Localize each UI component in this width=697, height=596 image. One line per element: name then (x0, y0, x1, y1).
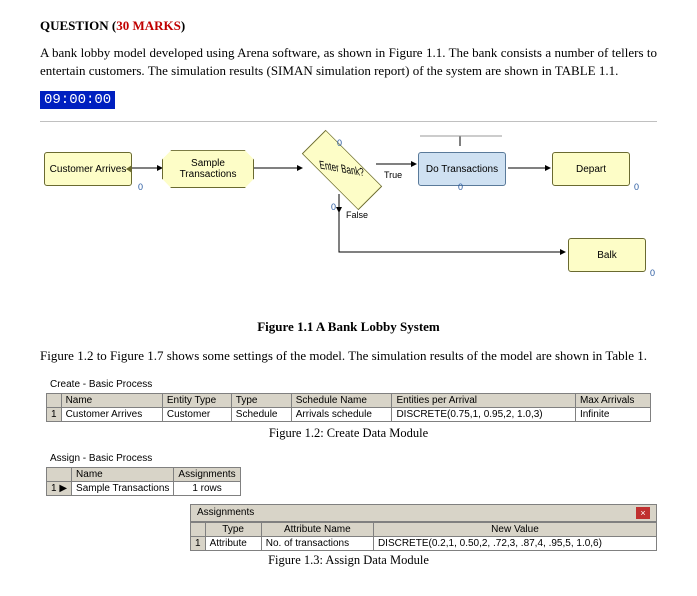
cell-entity-type: Customer (162, 407, 231, 421)
cell-max: Infinite (575, 407, 650, 421)
col-name: Name (72, 467, 174, 481)
node-sample-transactions: Sample Transactions (162, 150, 254, 188)
col-name: Name (61, 393, 162, 407)
cell-rownum: 1 (191, 536, 206, 550)
counter-n5: 0 (634, 182, 639, 192)
col-type: Type (231, 393, 291, 407)
create-module-title: Create - Basic Process (46, 377, 651, 392)
counter-n6: 0 (650, 268, 655, 278)
simulation-clock: 09:00:00 (40, 91, 115, 109)
flowchart-figure: Customer Arrives 0 Sample Transactions E… (40, 121, 657, 311)
counter-n4: 0 (458, 182, 463, 192)
dialog-titlebar: Assignments × (190, 504, 657, 522)
node-balk: Balk (568, 238, 646, 272)
figure-1-1-caption: Figure 1.1 A Bank Lobby System (40, 319, 657, 335)
table-header-row: Name Entity Type Type Schedule Name Enti… (47, 393, 651, 407)
assign-module: Assign - Basic Process Name Assignments … (46, 451, 651, 496)
table-row: 1 Customer Arrives Customer Schedule Arr… (47, 407, 651, 421)
intro-paragraph: A bank lobby model developed using Arena… (40, 44, 657, 79)
create-module: Create - Basic Process Name Entity Type … (46, 377, 651, 422)
col-schedule-name: Schedule Name (291, 393, 392, 407)
assignments-dialog: Assignments × Type Attribute Name New Va… (190, 504, 657, 551)
cell-name: Customer Arrives (61, 407, 162, 421)
cell-assignments[interactable]: 1 rows (174, 481, 240, 495)
close-icon[interactable]: × (636, 507, 650, 519)
figure-1-3-caption: Figure 1.3: Assign Data Module (40, 553, 657, 568)
table-header-row: Name Assignments (47, 467, 241, 481)
cell-type: Schedule (231, 407, 291, 421)
col-entities-per-arrival: Entities per Arrival (392, 393, 576, 407)
table-row: 1 ▶ Sample Transactions 1 rows (47, 481, 241, 495)
cell-newval: DISCRETE(0.2,1, 0.50,2, .72,3, .87,4, .9… (373, 536, 656, 550)
col-type: Type (205, 522, 261, 536)
heading-marks: 30 MARKS (116, 18, 181, 33)
table-header-row: Type Attribute Name New Value (191, 522, 657, 536)
col-blank (47, 467, 72, 481)
cell-type: Attribute (205, 536, 261, 550)
heading-suffix: ) (181, 18, 185, 33)
col-assignments: Assignments (174, 467, 240, 481)
cell-schedule: Arrivals schedule (291, 407, 392, 421)
col-max-arrivals: Max Arrivals (575, 393, 650, 407)
col-entity-type: Entity Type (162, 393, 231, 407)
counter-n1: 0 (138, 182, 143, 192)
label-true: True (384, 170, 402, 180)
cell-rownum: 1 ▶ (47, 481, 72, 495)
col-blank (47, 393, 62, 407)
question-heading: QUESTION (30 MARKS) (40, 18, 657, 34)
col-newval: New Value (373, 522, 656, 536)
dialog-title: Assignments (197, 507, 254, 518)
create-table: Name Entity Type Type Schedule Name Enti… (46, 393, 651, 422)
cell-rownum: 1 (47, 407, 62, 421)
between-paragraph: Figure 1.2 to Figure 1.7 shows some sett… (40, 347, 657, 365)
table-row: 1 Attribute No. of transactions DISCRETE… (191, 536, 657, 550)
assign-module-title: Assign - Basic Process (46, 451, 651, 466)
cell-entities: DISCRETE(0.75,1, 0.95,2, 1.0,3) (392, 407, 576, 421)
label-false: False (346, 210, 368, 220)
diamond-bottom-count: 0 (331, 202, 336, 212)
cell-name: Sample Transactions (72, 481, 174, 495)
assign-table: Name Assignments 1 ▶ Sample Transactions… (46, 467, 241, 496)
assignments-table: Type Attribute Name New Value 1 Attribut… (190, 522, 657, 551)
node-customer-arrives: Customer Arrives (44, 152, 132, 186)
diamond-top-count: 0 (337, 138, 342, 148)
node-depart: Depart (552, 152, 630, 186)
figure-1-2-caption: Figure 1.2: Create Data Module (40, 426, 657, 441)
cell-attr: No. of transactions (261, 536, 373, 550)
col-blank (191, 522, 206, 536)
node-do-transactions: Do Transactions (418, 152, 506, 186)
heading-prefix: QUESTION ( (40, 18, 116, 33)
col-attr: Attribute Name (261, 522, 373, 536)
